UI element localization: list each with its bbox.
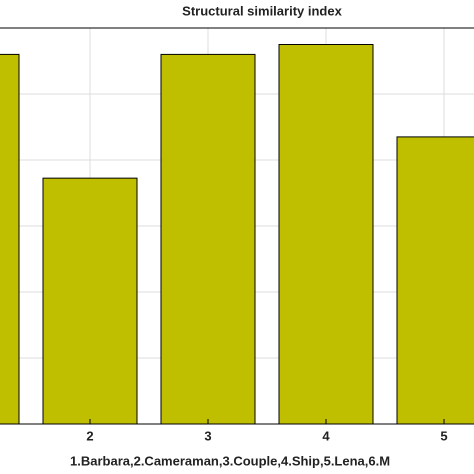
bar [42,177,138,425]
x-tick-label: 3 [204,428,211,443]
bar [396,136,474,425]
bar [0,53,20,425]
x-tick-label: 5 [440,428,447,443]
bar [278,44,374,425]
chart-title: Structural similarity index [182,3,342,18]
x-tick-label: 4 [322,428,330,443]
bar [160,53,256,425]
x-tick-label: 2 [86,428,93,443]
x-axis-label: 1.Barbara,2.Cameraman,3.Couple,4.Ship,5.… [70,453,390,468]
